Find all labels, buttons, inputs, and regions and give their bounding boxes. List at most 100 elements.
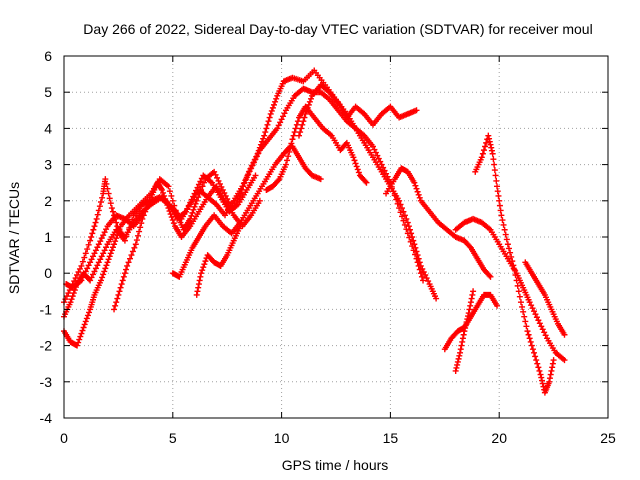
data-point	[108, 205, 115, 212]
data-point	[127, 255, 134, 262]
data-point	[417, 270, 424, 277]
data-point	[251, 159, 258, 166]
data-point	[501, 226, 508, 233]
y-axis-label: SDTVAR / TECUs	[6, 182, 22, 294]
axis-ticks	[63, 55, 609, 419]
data-point	[201, 261, 208, 268]
tick-labels: 0 5 10 15 20 25 -4 -3 -2 -1 0 1 2 3 4 5 6	[40, 48, 616, 446]
data-point	[262, 129, 269, 136]
data-point	[422, 272, 429, 279]
data-point	[547, 371, 554, 378]
data-point	[561, 357, 568, 364]
data-point	[282, 161, 289, 168]
data-point	[71, 278, 78, 285]
data-point	[467, 302, 474, 309]
data-point	[81, 254, 88, 261]
data-point	[79, 258, 86, 265]
data-point	[491, 167, 498, 174]
data-point	[252, 172, 259, 179]
data-point	[454, 361, 461, 368]
data-point	[538, 374, 545, 381]
data-point	[533, 314, 540, 321]
series-arc-j	[289, 143, 324, 183]
data-point	[461, 328, 468, 335]
data-point	[87, 237, 94, 244]
data-point	[134, 232, 141, 239]
data-point	[62, 296, 69, 303]
data-point	[537, 371, 544, 378]
data-point	[211, 168, 218, 175]
data-point	[466, 306, 473, 313]
data-point	[97, 199, 104, 206]
data-point	[243, 174, 250, 181]
y-tick-label: -4	[40, 410, 53, 426]
data-point	[415, 191, 422, 198]
data-point	[85, 241, 92, 248]
data-point	[74, 272, 81, 279]
data-point	[399, 213, 406, 220]
data-point	[140, 212, 147, 219]
data-point	[528, 302, 535, 309]
data-point	[306, 98, 313, 105]
data-point	[160, 189, 167, 196]
data-point	[298, 125, 305, 132]
data-point	[522, 318, 529, 325]
data-point	[123, 266, 130, 273]
data-point	[97, 256, 104, 263]
data-point	[459, 338, 466, 345]
data-point	[469, 291, 476, 298]
data-point	[105, 190, 112, 197]
series-arc-g	[193, 223, 244, 298]
data-point	[352, 160, 359, 167]
series-arc-f	[169, 143, 294, 280]
data-point	[94, 244, 101, 251]
y-tick-label: 4	[44, 120, 52, 136]
data-point	[191, 190, 198, 197]
data-point	[401, 221, 408, 228]
data-point	[90, 253, 97, 260]
data-point	[70, 290, 77, 297]
data-point	[400, 217, 407, 224]
grid-lines	[64, 56, 608, 418]
data-point	[285, 153, 292, 160]
data-point	[97, 277, 104, 284]
data-point	[214, 174, 221, 181]
data-point	[425, 278, 432, 285]
data-point	[546, 378, 553, 385]
data-point	[63, 293, 70, 300]
data-point	[486, 135, 493, 142]
y-tick-label: 2	[44, 193, 52, 209]
data-point	[275, 122, 282, 129]
data-point	[200, 179, 207, 186]
data-point	[483, 139, 490, 146]
data-point	[416, 194, 423, 201]
data-point	[350, 154, 357, 161]
data-point	[415, 262, 422, 269]
data-point	[278, 116, 285, 123]
data-point	[378, 161, 385, 168]
data-point	[385, 176, 392, 183]
data-point	[103, 262, 110, 269]
data-point	[532, 353, 539, 360]
data-point	[105, 256, 112, 263]
data-point	[83, 315, 90, 322]
data-point	[529, 305, 536, 312]
data-point	[492, 172, 499, 179]
data-point	[185, 202, 192, 209]
y-tick-label: 3	[44, 157, 52, 173]
data-point	[169, 197, 176, 204]
data-point	[369, 143, 376, 150]
data-point	[239, 183, 246, 190]
data-point	[192, 200, 199, 207]
data-point	[462, 325, 469, 332]
data-point	[90, 226, 97, 233]
data-point	[103, 226, 110, 233]
data-point	[499, 217, 506, 224]
data-point	[500, 221, 507, 228]
data-point	[190, 206, 197, 213]
data-point	[274, 125, 281, 132]
data-point	[497, 207, 504, 214]
data-point	[212, 171, 219, 178]
data-point	[514, 282, 521, 289]
data-point	[534, 360, 541, 367]
